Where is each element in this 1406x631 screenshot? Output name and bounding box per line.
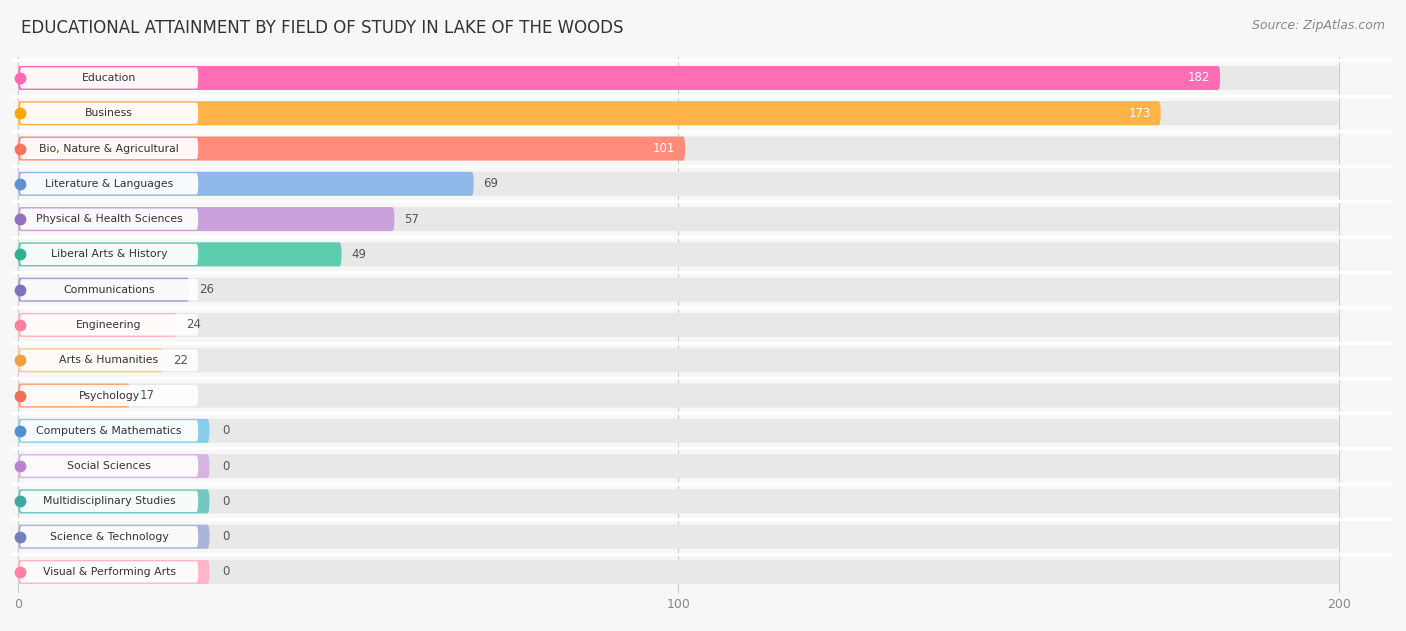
FancyBboxPatch shape [18, 101, 1161, 125]
FancyBboxPatch shape [18, 136, 1339, 160]
Text: 101: 101 [652, 142, 675, 155]
Text: 57: 57 [405, 213, 419, 226]
FancyBboxPatch shape [18, 207, 1339, 231]
Text: 0: 0 [222, 565, 231, 579]
FancyBboxPatch shape [18, 454, 209, 478]
Text: Arts & Humanities: Arts & Humanities [59, 355, 159, 365]
FancyBboxPatch shape [20, 138, 198, 159]
FancyBboxPatch shape [18, 490, 1339, 514]
Text: Science & Technology: Science & Technology [49, 532, 169, 541]
FancyBboxPatch shape [20, 314, 198, 336]
Text: 0: 0 [222, 459, 231, 473]
Text: Engineering: Engineering [76, 320, 142, 330]
FancyBboxPatch shape [20, 385, 198, 406]
FancyBboxPatch shape [18, 207, 395, 231]
FancyBboxPatch shape [18, 136, 685, 160]
Text: Computers & Mathematics: Computers & Mathematics [37, 426, 181, 436]
FancyBboxPatch shape [18, 313, 1339, 337]
Text: 24: 24 [187, 319, 201, 331]
Text: 0: 0 [222, 495, 231, 508]
Text: 173: 173 [1129, 107, 1152, 120]
FancyBboxPatch shape [18, 384, 131, 408]
FancyBboxPatch shape [18, 525, 209, 549]
Text: Literature & Languages: Literature & Languages [45, 179, 173, 189]
FancyBboxPatch shape [18, 560, 209, 584]
Text: 17: 17 [141, 389, 155, 402]
FancyBboxPatch shape [18, 242, 342, 266]
FancyBboxPatch shape [20, 68, 198, 88]
FancyBboxPatch shape [18, 278, 190, 302]
FancyBboxPatch shape [20, 279, 198, 300]
FancyBboxPatch shape [18, 419, 1339, 443]
Text: 182: 182 [1188, 71, 1211, 85]
Text: Multidisciplinary Studies: Multidisciplinary Studies [42, 497, 176, 507]
Text: Social Sciences: Social Sciences [67, 461, 150, 471]
FancyBboxPatch shape [18, 242, 1339, 266]
Text: Communications: Communications [63, 285, 155, 295]
FancyBboxPatch shape [20, 208, 198, 230]
FancyBboxPatch shape [20, 526, 198, 547]
Text: Physical & Health Sciences: Physical & Health Sciences [35, 214, 183, 224]
FancyBboxPatch shape [18, 490, 209, 514]
FancyBboxPatch shape [20, 350, 198, 371]
FancyBboxPatch shape [18, 419, 209, 443]
FancyBboxPatch shape [18, 172, 1339, 196]
Text: Liberal Arts & History: Liberal Arts & History [51, 249, 167, 259]
Text: 0: 0 [222, 530, 231, 543]
Text: 22: 22 [173, 354, 188, 367]
Text: 69: 69 [484, 177, 499, 191]
FancyBboxPatch shape [20, 456, 198, 476]
FancyBboxPatch shape [20, 103, 198, 124]
FancyBboxPatch shape [18, 384, 1339, 408]
FancyBboxPatch shape [18, 101, 1339, 125]
FancyBboxPatch shape [18, 278, 1339, 302]
Text: 0: 0 [222, 424, 231, 437]
Text: Visual & Performing Arts: Visual & Performing Arts [42, 567, 176, 577]
FancyBboxPatch shape [20, 174, 198, 194]
Text: Psychology: Psychology [79, 391, 139, 401]
FancyBboxPatch shape [18, 313, 176, 337]
Text: Business: Business [86, 109, 134, 118]
FancyBboxPatch shape [18, 66, 1339, 90]
FancyBboxPatch shape [18, 525, 1339, 549]
Text: Education: Education [82, 73, 136, 83]
FancyBboxPatch shape [20, 562, 198, 582]
FancyBboxPatch shape [18, 560, 1339, 584]
FancyBboxPatch shape [18, 454, 1339, 478]
FancyBboxPatch shape [20, 491, 198, 512]
Text: Source: ZipAtlas.com: Source: ZipAtlas.com [1251, 19, 1385, 32]
FancyBboxPatch shape [20, 420, 198, 442]
FancyBboxPatch shape [20, 244, 198, 265]
Text: EDUCATIONAL ATTAINMENT BY FIELD OF STUDY IN LAKE OF THE WOODS: EDUCATIONAL ATTAINMENT BY FIELD OF STUDY… [21, 19, 624, 37]
Text: 49: 49 [352, 248, 367, 261]
Text: Bio, Nature & Agricultural: Bio, Nature & Agricultural [39, 143, 179, 153]
FancyBboxPatch shape [18, 66, 1220, 90]
FancyBboxPatch shape [18, 172, 474, 196]
FancyBboxPatch shape [18, 348, 163, 372]
FancyBboxPatch shape [18, 348, 1339, 372]
Text: 26: 26 [200, 283, 215, 296]
